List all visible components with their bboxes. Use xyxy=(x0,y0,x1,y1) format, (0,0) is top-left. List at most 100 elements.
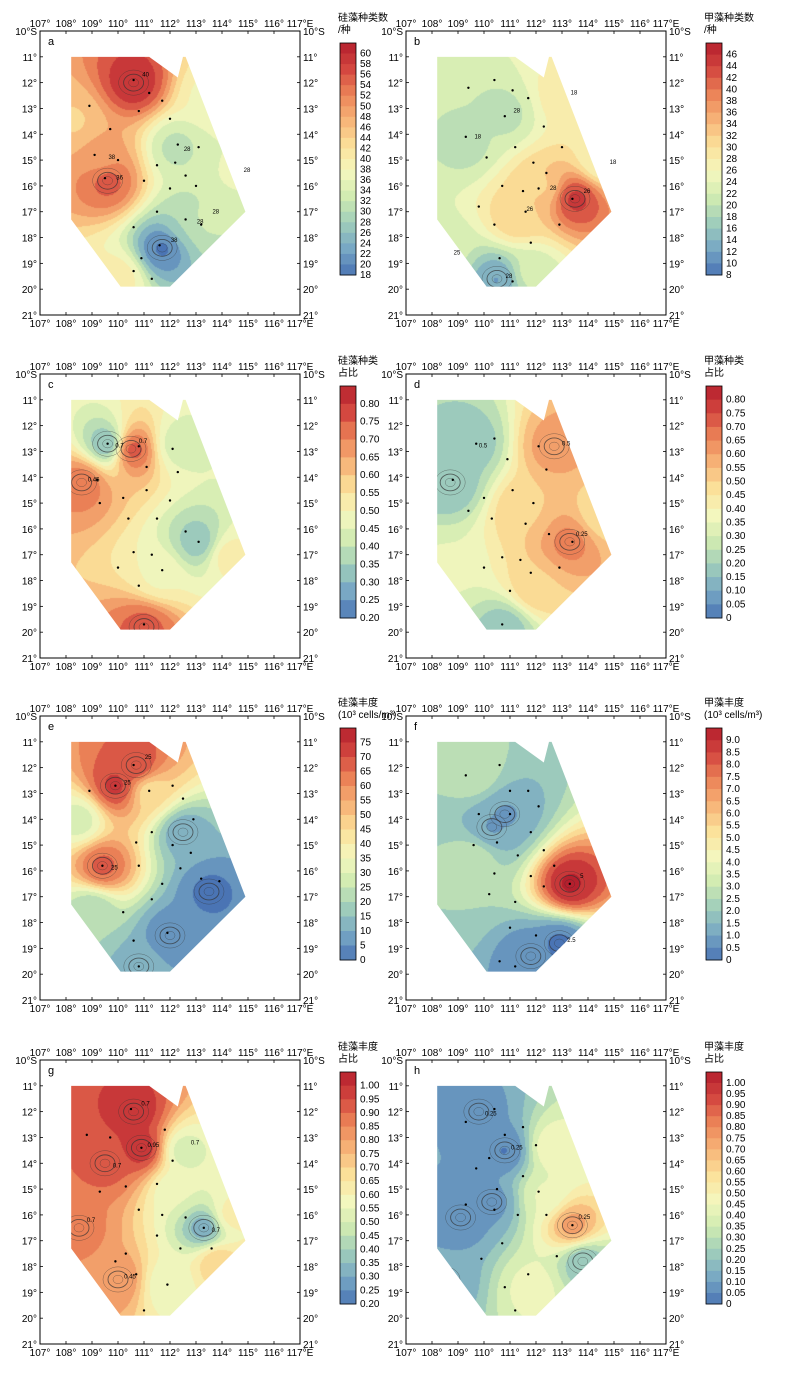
contour-line xyxy=(481,266,513,287)
y-tick-label-left: 11° xyxy=(389,396,403,407)
x-tick-label-top: 109° xyxy=(82,704,103,715)
station-point xyxy=(184,530,187,533)
x-tick-label-bottom: 117°E xyxy=(287,1348,314,1359)
y-tick-label-right: 19° xyxy=(303,602,318,613)
x-tick-label-bottom: 109° xyxy=(448,1004,469,1015)
colorbar-tick-label: 60 xyxy=(360,49,372,60)
colorbar-tick-label: 0.15 xyxy=(726,1266,746,1277)
station-point xyxy=(508,812,512,816)
y-tick-label-left: 14° xyxy=(22,130,37,141)
colorbar-swatch xyxy=(340,600,356,619)
y-tick-label-right: 10°S xyxy=(669,712,691,723)
panel-letter: d xyxy=(414,379,420,391)
y-tick-label-right: 16° xyxy=(303,1211,318,1222)
colorbar-tick-label: 26 xyxy=(726,166,738,177)
y-tick-label-right: 18° xyxy=(303,577,318,588)
contour-line xyxy=(102,1266,134,1293)
colorbar-tick-label: 0.5 xyxy=(726,943,740,954)
y-tick-label-left: 14° xyxy=(388,1159,403,1170)
contour-line xyxy=(577,1256,588,1266)
colorbar-title: 甲藻种类数 xyxy=(704,11,754,24)
x-tick-label-top: 117°E xyxy=(653,1048,680,1059)
station-point xyxy=(98,501,102,505)
colorbar-tick-label: 28 xyxy=(360,217,372,228)
x-tick-label-bottom: 115° xyxy=(604,1004,624,1015)
station-point xyxy=(171,843,174,847)
colorbar-swatch xyxy=(706,1138,722,1150)
station-point xyxy=(137,109,140,113)
y-tick-label-left: 21° xyxy=(22,311,37,322)
x-tick-label-top: 109° xyxy=(82,19,103,30)
contour-line xyxy=(107,1270,129,1289)
y-tick-label-left: 17° xyxy=(388,208,403,219)
colorbar-tick-label: 7.5 xyxy=(726,772,740,783)
y-tick-label-right: 12° xyxy=(669,764,684,775)
colorbar-tick-label: 0.40 xyxy=(360,1244,380,1255)
colorbar-swatch xyxy=(340,1249,356,1264)
colorbar-tick-label: 8.0 xyxy=(726,760,740,771)
x-tick-label-bottom: 117°E xyxy=(653,1348,680,1359)
colorbar-swatch xyxy=(340,1276,356,1291)
colorbar-swatch xyxy=(706,1094,722,1106)
station-point xyxy=(537,1190,540,1193)
y-tick-label-right: 21° xyxy=(303,1340,318,1351)
contour-label: 0.25 xyxy=(576,532,588,538)
x-tick-label-top: 108° xyxy=(56,362,77,373)
colorbar-swatch xyxy=(340,106,356,118)
contour-label: 0.7 xyxy=(115,444,124,450)
x-tick-label-top: 112° xyxy=(160,362,180,373)
contour-line xyxy=(450,1208,472,1227)
colorbar-swatch xyxy=(340,421,356,440)
x-tick-label-bottom: 116° xyxy=(630,1004,650,1015)
colorbar-swatch xyxy=(340,1167,356,1182)
station-point xyxy=(482,496,486,500)
station-point xyxy=(145,465,148,469)
colorbar-tick-label: 0.65 xyxy=(360,1176,380,1187)
colorbar-tick-label: 0.70 xyxy=(726,422,746,433)
station-point xyxy=(122,911,125,914)
x-tick-label-top: 116° xyxy=(264,19,284,30)
colorbar-tick-label: 5.0 xyxy=(726,833,740,844)
colorbar-tick-label: 38 xyxy=(726,96,738,107)
x-tick-label-top: 115° xyxy=(238,362,258,373)
colorbar-unit: /种 xyxy=(704,23,717,36)
x-tick-label-bottom: 112° xyxy=(160,1004,180,1015)
y-tick-label-left: 21° xyxy=(388,996,403,1007)
y-tick-label-left: 15° xyxy=(22,841,37,852)
station-point xyxy=(480,1257,483,1261)
y-tick-label-left: 12° xyxy=(22,422,37,433)
contour-line xyxy=(557,1212,588,1239)
x-tick-label-top: 115° xyxy=(604,704,624,715)
x-tick-label-bottom: 107° xyxy=(396,1004,417,1015)
station-point xyxy=(495,1187,499,1191)
y-tick-label-left: 14° xyxy=(388,130,403,141)
x-tick-label-bottom: 108° xyxy=(422,1348,443,1359)
contour-line xyxy=(445,478,456,487)
colorbar-swatch xyxy=(706,205,722,218)
x-tick-label-bottom: 115° xyxy=(604,662,624,673)
y-tick-label-right: 18° xyxy=(669,1263,684,1274)
y-tick-label-right: 10°S xyxy=(303,1056,325,1067)
y-tick-label-right: 14° xyxy=(669,815,684,826)
colorbar-tick-label: 0.70 xyxy=(360,435,380,446)
colorbar-tick-label: 1.00 xyxy=(360,1081,380,1092)
station-point xyxy=(508,589,512,593)
x-tick-label-bottom: 115° xyxy=(238,1004,258,1015)
x-tick-label-top: 113° xyxy=(552,19,572,30)
colorbar-swatch xyxy=(340,815,356,830)
contour-line xyxy=(128,1107,139,1117)
station-point xyxy=(129,1107,133,1111)
station-point xyxy=(521,1174,525,1178)
contour-label: 0.45 xyxy=(88,477,100,483)
station-point xyxy=(161,569,164,572)
y-tick-label-left: 14° xyxy=(388,473,403,484)
y-tick-label-right: 21° xyxy=(303,996,318,1007)
contour-line xyxy=(569,194,581,204)
station-point xyxy=(161,1213,164,1217)
x-tick-label-top: 111° xyxy=(134,19,153,30)
colorbar-swatch xyxy=(706,923,722,936)
y-tick-label-left: 10°S xyxy=(15,27,37,38)
colorbar-swatch xyxy=(340,786,356,801)
colorbar-swatch xyxy=(340,1072,356,1087)
colorbar-swatch xyxy=(340,1112,356,1127)
